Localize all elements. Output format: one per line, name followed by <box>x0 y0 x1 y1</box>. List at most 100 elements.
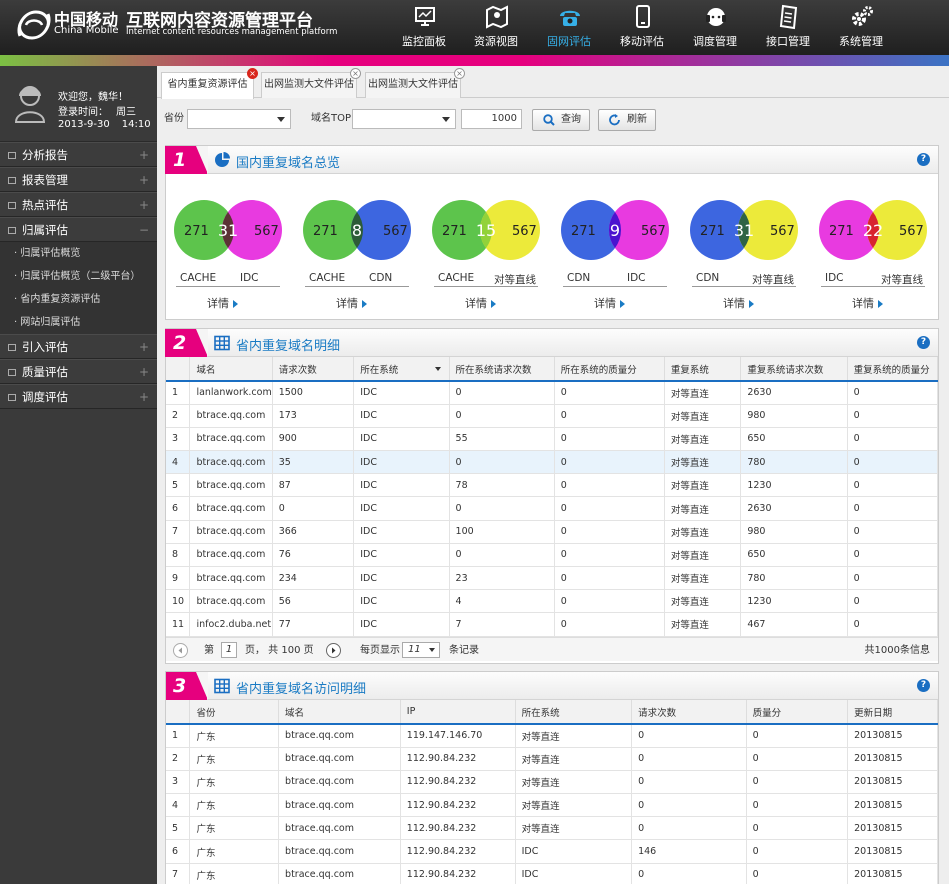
table-cell: 650 <box>740 543 848 568</box>
nav-gear[interactable]: 系统管理 <box>825 0 897 52</box>
total-pages: 页， 共 100 页 <box>245 644 314 656</box>
nav-mobile[interactable]: 移动评估 <box>606 0 678 52</box>
venn-left-label: CDN <box>696 272 720 284</box>
table-row[interactable]: 6 btrace.qq.com 0 IDC 0 0 对等直连 2630 0 <box>166 496 939 521</box>
province-select[interactable] <box>187 109 291 129</box>
table-cell: 4 <box>166 450 191 475</box>
table-row[interactable]: 4 广东 btrace.qq.com 112.90.84.232 对等直连 0 0 20130… <box>166 793 938 818</box>
top-count-input[interactable]: 1000 <box>461 109 522 129</box>
detail-link[interactable]: 详情 <box>465 295 496 311</box>
per-page-label: 每页显示 <box>360 644 400 656</box>
table-row[interactable]: 10 btrace.qq.com 56 IDC 4 0 对等直连 1230 0 <box>166 589 939 614</box>
table-row[interactable]: 5 btrace.qq.com 87 IDC 78 0 对等直连 1230 0 <box>166 473 939 498</box>
table-row[interactable]: 5 广东 btrace.qq.com 112.90.84.232 对等直连 0 0 20130… <box>166 816 938 841</box>
venn-left-value: 271 <box>571 224 596 239</box>
table-row[interactable]: 1 lanlanwork.com 1500 IDC 0 0 对等直连 2630 0 <box>166 381 939 405</box>
nav-monitor[interactable]: 监控面板 <box>388 0 460 52</box>
table-cell: btrace.qq.com <box>189 473 273 498</box>
table-row[interactable]: 2 广东 btrace.qq.com 112.90.84.232 对等直连 0 0 20130… <box>166 747 938 771</box>
tab-3[interactable]: 出网监测大文件评估 × <box>365 68 465 98</box>
gear-icon <box>852 6 873 26</box>
refresh-button[interactable]: 刷新 <box>598 109 656 131</box>
tab-2[interactable]: 出网监测大文件评估 × <box>261 68 361 98</box>
table-cell: 20130815 <box>847 863 938 884</box>
next-page-button[interactable] <box>326 642 341 658</box>
sidebar-menu-item[interactable]: 报表管理 + <box>0 167 157 192</box>
table-cell: 对等直连 <box>664 589 742 614</box>
brand-name-en: China Mobile <box>54 25 119 36</box>
sidebar-menu-item[interactable]: 质量评估 + <box>0 359 157 384</box>
table-row[interactable]: 3 广东 btrace.qq.com 112.90.84.232 对等直连 0 0 20130… <box>166 770 938 795</box>
table-row[interactable]: 7 广东 btrace.qq.com 112.90.84.232 IDC 0 0 201308… <box>166 863 938 884</box>
column-header[interactable]: 所在系统 <box>353 357 450 382</box>
query-button[interactable]: 查询 <box>532 109 590 131</box>
table-row[interactable]: 8 btrace.qq.com 76 IDC 0 0 对等直连 650 0 <box>166 543 939 568</box>
table-row[interactable]: 6 广东 btrace.qq.com 112.90.84.232 IDC 146 0 2013… <box>166 839 938 864</box>
sidebar-subitem[interactable]: · 归属评估概览（二级平台） <box>0 265 157 288</box>
table-cell: IDC <box>353 473 450 498</box>
tab-label: 出网监测大文件评估 <box>264 79 354 90</box>
table-cell: 0 <box>847 450 939 475</box>
help-icon[interactable]: ? <box>917 679 930 692</box>
column-header: 重复系统的质量分 <box>847 357 939 382</box>
page-input[interactable]: 1 <box>221 641 237 658</box>
sidebar-subitem[interactable]: · 归属评估概览 <box>0 242 157 265</box>
sidebar-menu-item[interactable]: 热点评估 + <box>0 192 157 217</box>
column-header: 所在系统的质量分 <box>554 357 665 382</box>
table-cell: 对等直连 <box>515 793 633 818</box>
nav-label: 调度管理 <box>693 35 737 48</box>
table-cell: 0 <box>847 404 939 428</box>
column-header: 请求次数 <box>272 357 355 382</box>
nav-phone[interactable]: 固网评估 <box>533 0 605 52</box>
table-cell: 0 <box>449 543 555 568</box>
menu-item-icon <box>8 152 16 159</box>
domain-top-select[interactable] <box>352 109 456 129</box>
help-icon[interactable]: ? <box>917 336 930 349</box>
table-row[interactable]: 1 广东 btrace.qq.com 119.147.146.70 对等直连 0 0 2013… <box>166 724 938 748</box>
close-icon[interactable]: × <box>350 68 361 79</box>
sidebar-menu-item[interactable]: 调度评估 + <box>0 384 157 409</box>
sidebar-menu-item[interactable]: 归属评估 − <box>0 217 157 242</box>
table-row[interactable]: 2 btrace.qq.com 173 IDC 0 0 对等直连 980 0 <box>166 404 939 428</box>
table-cell: 23 <box>449 566 555 591</box>
table-row[interactable]: 4 btrace.qq.com 35 IDC 0 0 对等直连 780 0 <box>166 450 939 475</box>
table-cell: 0 <box>554 473 665 498</box>
nav-label: 移动评估 <box>620 35 664 48</box>
sidebar-menu-item[interactable]: 引入评估 + <box>0 334 157 359</box>
sidebar-subitem[interactable]: · 网站归属评估 <box>0 311 157 334</box>
sidebar-subitem[interactable]: · 省内重复资源评估 <box>0 288 157 311</box>
table-row[interactable]: 3 btrace.qq.com 900 IDC 55 0 对等直连 650 0 <box>166 427 939 452</box>
close-icon[interactable]: × <box>247 68 258 79</box>
venn-overlap-value: 15 <box>476 221 496 240</box>
panel-domain-detail: 2 省内重复域名明细 ? 域名 请求次数 所在系统 所在系统请求次数 所在系统的质量分重… <box>165 328 939 664</box>
expand-icon: + <box>138 340 149 354</box>
table-cell: 2630 <box>740 496 848 521</box>
table-cell: 20130815 <box>847 793 938 818</box>
chevron-down-icon <box>277 117 285 122</box>
detail-link[interactable]: 详情 <box>336 295 367 311</box>
detail-link[interactable]: 详情 <box>594 295 625 311</box>
nav-document[interactable]: 接口管理 <box>752 0 824 52</box>
panel-number: 3 <box>166 672 208 700</box>
prev-page-button[interactable] <box>173 642 188 658</box>
help-icon[interactable]: ? <box>917 153 930 166</box>
tab-1[interactable]: 省内重复资源评估 × <box>161 68 258 99</box>
table-cell: 11 <box>166 612 191 637</box>
table-cell: 4 <box>166 793 191 818</box>
detail-link[interactable]: 详情 <box>723 295 754 311</box>
table-cell: 5 <box>166 816 191 841</box>
detail-link[interactable]: 详情 <box>852 295 883 311</box>
table-row[interactable]: 7 btrace.qq.com 366 IDC 100 0 对等直连 980 0 <box>166 520 939 544</box>
domain-access-table: 省份 域名 IP 所在系统 请求次数 质量分 更新日期 1 广东 btrace.qq.com 119… <box>166 700 938 884</box>
table-cell: 234 <box>272 566 355 591</box>
sidebar-menu-item[interactable]: 分析报告 + <box>0 142 157 167</box>
nav-map[interactable]: 资源视图 <box>460 0 532 52</box>
nav-headset[interactable]: 调度管理 <box>679 0 751 52</box>
table-row[interactable]: 11 infoc2.duba.net 77 IDC 7 0 对等直连 467 0 <box>166 612 939 637</box>
table-cell: 112.90.84.232 <box>400 793 516 818</box>
per-page-select[interactable]: 11 <box>402 641 440 658</box>
detail-link[interactable]: 详情 <box>207 295 238 311</box>
table-row[interactable]: 9 btrace.qq.com 234 IDC 23 0 对等直连 780 0 <box>166 566 939 591</box>
close-icon[interactable]: × <box>454 68 465 79</box>
table-cell: 0 <box>847 566 939 591</box>
